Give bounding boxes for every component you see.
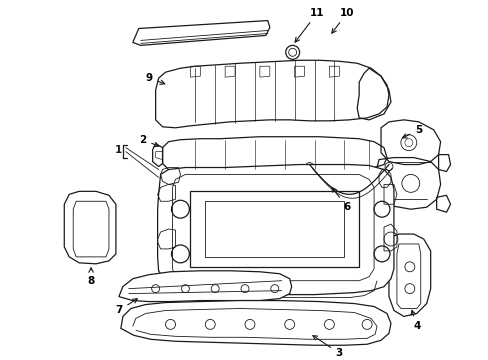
Text: 6: 6 <box>331 188 350 212</box>
Text: 8: 8 <box>87 268 95 286</box>
Text: 9: 9 <box>145 73 164 84</box>
Text: 3: 3 <box>312 336 342 358</box>
Polygon shape <box>119 271 291 302</box>
Text: 1: 1 <box>115 145 122 155</box>
Text: 7: 7 <box>115 299 137 315</box>
Text: 2: 2 <box>139 135 159 147</box>
Polygon shape <box>64 192 116 264</box>
Text: 4: 4 <box>410 310 420 332</box>
Text: 5: 5 <box>402 125 422 138</box>
Text: 11: 11 <box>294 8 324 42</box>
Text: 10: 10 <box>331 8 354 33</box>
Polygon shape <box>121 301 390 345</box>
Polygon shape <box>157 165 393 294</box>
